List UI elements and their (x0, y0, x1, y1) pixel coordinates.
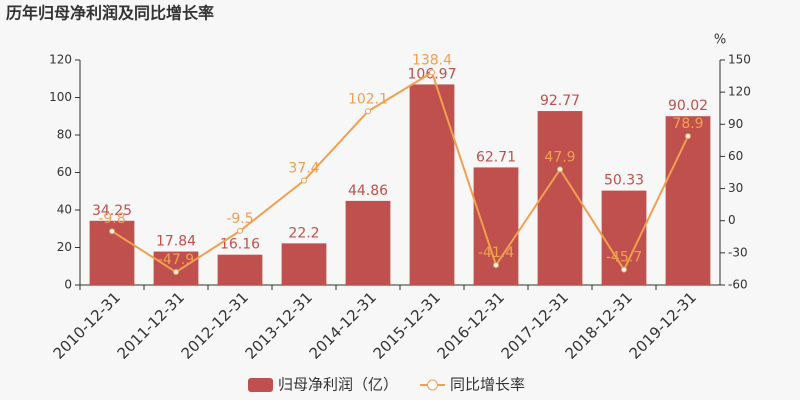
line-point (493, 262, 499, 269)
bar (409, 84, 455, 286)
bar-value-label: 90.02 (668, 98, 708, 114)
bar-value-label: 34.25 (92, 203, 132, 219)
y2-tick-label: -30 (728, 245, 748, 259)
bar (665, 116, 711, 286)
bar-value-label: 92.77 (540, 93, 580, 109)
y2-tick-label: 60 (728, 149, 743, 163)
chart-title: 历年归母净利润及同比增长率 (6, 4, 214, 23)
bar-value-label: 50.33 (604, 173, 644, 189)
y2-tick-label: 90 (728, 117, 743, 131)
y-tick-label: 60 (57, 165, 72, 179)
legend-label: 同比增长率 (450, 376, 525, 394)
line-value-label: 78.9 (672, 116, 703, 132)
line-value-label: -41.4 (478, 245, 514, 261)
line-point (109, 228, 115, 235)
y-tick-label: 80 (57, 128, 72, 142)
bar (537, 111, 583, 286)
y2-tick-label: 0 (728, 213, 736, 227)
line-point (365, 108, 371, 115)
line-value-label: -9.5 (226, 211, 253, 227)
line-value-label: 102.1 (348, 91, 388, 107)
y-tick-label: 120 (49, 53, 72, 67)
line-point (429, 69, 435, 76)
y2-tick-label: -60 (728, 278, 748, 292)
y-tick-label: 0 (64, 278, 72, 292)
bar (153, 251, 199, 285)
y-tick-label: 20 (57, 240, 72, 254)
line (111, 70, 689, 274)
legend-label: 归母净利润（亿） (278, 376, 398, 394)
line-point (557, 166, 563, 173)
bar-value-label: 44.86 (348, 183, 388, 199)
line-value-label: 37.4 (288, 161, 319, 177)
line-value-label: -45.7 (606, 250, 642, 266)
line-point (685, 133, 691, 140)
bar (281, 243, 327, 285)
line-value-label: 47.9 (544, 149, 575, 165)
legend-swatch (248, 378, 273, 392)
line-point (621, 266, 627, 273)
y-tick-label: 40 (57, 203, 72, 217)
bar-value-label: 16.16 (220, 237, 260, 253)
line-value-label: -9.8 (98, 211, 125, 227)
line-value-label: 138.4 (412, 52, 452, 68)
bar-value-label: 62.71 (476, 149, 516, 165)
line-point (237, 227, 243, 234)
y2-tick-label: 150 (728, 53, 751, 67)
bar (345, 200, 391, 285)
line-value-label: -47.9 (158, 252, 194, 268)
bar (217, 254, 263, 285)
y2-tick-label: 30 (728, 181, 743, 195)
line-point (173, 269, 179, 276)
legend-swatch (427, 379, 439, 391)
y2-axis-label: % (714, 33, 726, 48)
y2-tick-label: 120 (728, 85, 751, 99)
bar-value-label: 17.84 (156, 234, 196, 250)
bar-value-label: 22.2 (288, 225, 319, 241)
y-tick-label: 100 (49, 90, 72, 104)
line-point (301, 177, 307, 184)
